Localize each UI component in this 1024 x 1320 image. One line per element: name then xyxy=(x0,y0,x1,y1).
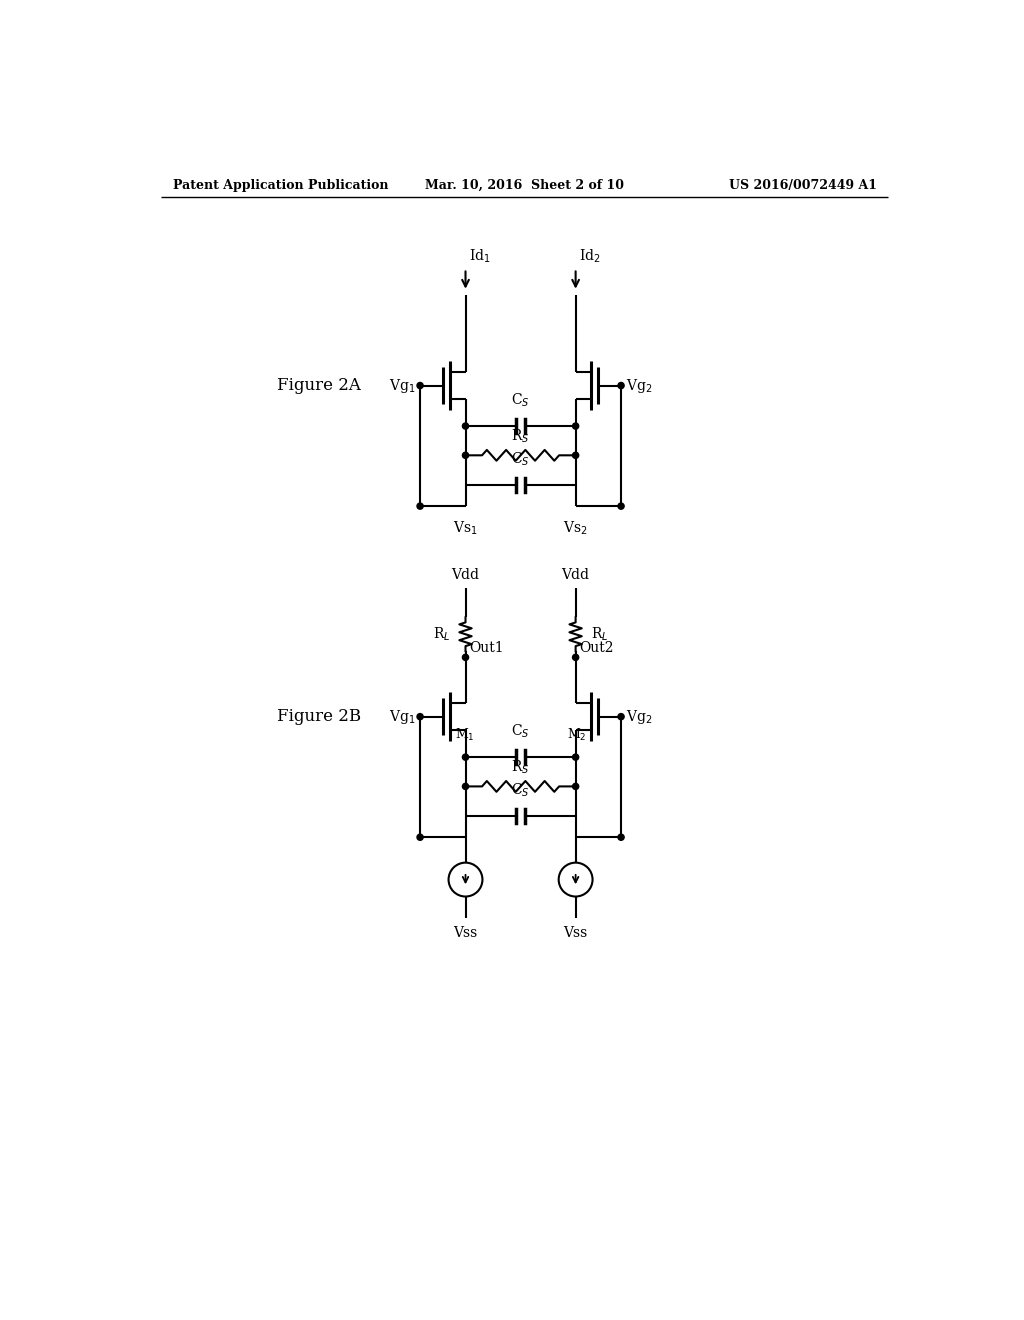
Text: C$_S$: C$_S$ xyxy=(511,781,529,799)
Text: Vss: Vss xyxy=(454,925,477,940)
Text: Out1: Out1 xyxy=(469,642,504,655)
Text: Vdd: Vdd xyxy=(561,568,590,582)
Text: Id$_2$: Id$_2$ xyxy=(580,247,601,264)
Circle shape xyxy=(463,422,469,429)
Circle shape xyxy=(417,503,423,510)
Text: M$_1$: M$_1$ xyxy=(455,726,474,743)
Text: M$_2$: M$_2$ xyxy=(567,726,587,743)
Text: Vs$_1$: Vs$_1$ xyxy=(454,520,478,537)
Circle shape xyxy=(617,503,625,510)
Text: Vg$_2$: Vg$_2$ xyxy=(626,376,652,395)
Circle shape xyxy=(572,783,579,789)
Text: Out2: Out2 xyxy=(580,642,614,655)
Circle shape xyxy=(463,783,469,789)
Text: Figure 2B: Figure 2B xyxy=(276,708,361,725)
Circle shape xyxy=(572,754,579,760)
Text: US 2016/0072449 A1: US 2016/0072449 A1 xyxy=(729,178,878,191)
Text: Vs$_2$: Vs$_2$ xyxy=(563,520,588,537)
Text: Vss: Vss xyxy=(563,925,588,940)
Circle shape xyxy=(572,422,579,429)
Text: R$_S$: R$_S$ xyxy=(511,758,529,776)
Circle shape xyxy=(463,655,469,660)
Text: Patent Application Publication: Patent Application Publication xyxy=(173,178,388,191)
Circle shape xyxy=(572,655,579,660)
Circle shape xyxy=(417,383,423,388)
Circle shape xyxy=(617,383,625,388)
Circle shape xyxy=(617,834,625,841)
Text: Id$_1$: Id$_1$ xyxy=(469,247,492,264)
Text: R$_L$: R$_L$ xyxy=(433,626,451,643)
Text: C$_S$: C$_S$ xyxy=(511,450,529,467)
Text: Mar. 10, 2016  Sheet 2 of 10: Mar. 10, 2016 Sheet 2 of 10 xyxy=(425,178,625,191)
Text: R$_L$: R$_L$ xyxy=(591,626,608,643)
Circle shape xyxy=(463,453,469,458)
Text: Vdd: Vdd xyxy=(452,568,479,582)
Text: Vg$_2$: Vg$_2$ xyxy=(626,708,652,726)
Text: R$_S$: R$_S$ xyxy=(511,428,529,445)
Text: C$_S$: C$_S$ xyxy=(511,723,529,741)
Circle shape xyxy=(417,714,423,719)
Circle shape xyxy=(417,834,423,841)
Text: C$_S$: C$_S$ xyxy=(511,392,529,409)
Text: Vg$_1$: Vg$_1$ xyxy=(389,376,416,395)
Circle shape xyxy=(463,754,469,760)
Circle shape xyxy=(617,714,625,719)
Text: Vg$_1$: Vg$_1$ xyxy=(389,708,416,726)
Circle shape xyxy=(572,453,579,458)
Text: Figure 2A: Figure 2A xyxy=(276,378,360,395)
